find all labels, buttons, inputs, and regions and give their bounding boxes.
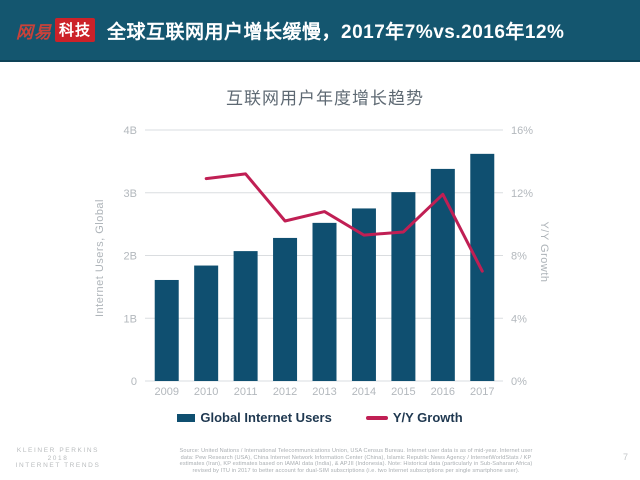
bar-2017 xyxy=(470,153,495,381)
page-number: 7 xyxy=(622,452,628,462)
growth-line xyxy=(204,172,484,273)
brand-line-1: KLEINER PERKINS xyxy=(16,447,100,454)
bar-2011 xyxy=(233,251,258,381)
netease-tech-logo: 网易 科技 xyxy=(16,18,96,43)
bar-2016 xyxy=(430,168,455,381)
bar-2012 xyxy=(273,237,298,381)
left-axis-tick: 3B xyxy=(124,188,137,200)
right-axis-tick: 0% xyxy=(511,376,527,388)
year-label: 2011 xyxy=(234,386,258,398)
slide-title: 全球互联网用户增长缓慢，2017年7%vs.2016年12% xyxy=(107,21,565,43)
header-bar: 网易 科技 全球互联网用户增长缓慢，2017年7%vs.2016年12% xyxy=(0,0,640,62)
year-label: 2017 xyxy=(470,386,494,398)
left-axis-tick: 2B xyxy=(124,251,137,263)
bar-2009 xyxy=(154,279,179,381)
legend-label-users: Global Internet Users xyxy=(200,410,332,425)
bar-2014 xyxy=(351,208,376,381)
year-label: 2012 xyxy=(273,386,297,398)
netease-logo-text: 网易 xyxy=(16,22,52,42)
right-axis-tick: 8% xyxy=(511,251,527,263)
right-axis-title: Y/Y Growth xyxy=(538,221,550,282)
left-axis-tick: 0 xyxy=(131,376,137,388)
left-axis-tick: 1B xyxy=(124,313,137,325)
year-label: 2013 xyxy=(312,386,336,398)
line-swatch-icon xyxy=(365,415,388,420)
source-line-2: data: Pew Research (USA), China Internet… xyxy=(180,454,532,461)
year-label: 2010 xyxy=(194,386,218,398)
year-label: 2016 xyxy=(431,386,455,398)
kleiner-perkins-brand: KLEINER PERKINS 2018 INTERNET TRENDS xyxy=(8,447,108,470)
source-line-4: revised by ITU in 2017 to better account… xyxy=(192,467,520,474)
bar-2010 xyxy=(194,265,219,381)
chart-legend: Global Internet Users Y/Y Growth xyxy=(0,410,640,425)
legend-item-users: Global Internet Users xyxy=(177,410,332,425)
tech-logo-badge: 科技 xyxy=(55,18,96,42)
left-axis-title: Internet Users, Global xyxy=(94,199,106,317)
bar-2013 xyxy=(312,222,337,381)
year-label: 2015 xyxy=(391,386,415,398)
right-axis-tick: 12% xyxy=(511,188,533,200)
left-axis-tick: 4B xyxy=(124,125,137,137)
source-line-1: Source: United Nations / International T… xyxy=(179,448,533,454)
source-line-3: estimates (Iran), KP estimates based on … xyxy=(179,461,533,468)
year-label: 2014 xyxy=(352,386,376,398)
source-note: Source: United Nations / International T… xyxy=(158,448,554,474)
chart-title: 互联网用户年度增长趋势 xyxy=(226,89,424,108)
growth-chart: 0 0% 1B 4% 2B 8% 3B 12% 4B 16% 2009 2010 2011 2012 201… xyxy=(94,125,550,398)
year-label: 2009 xyxy=(154,386,178,398)
right-axis-tick: 4% xyxy=(511,313,527,325)
bar-swatch-icon xyxy=(177,413,196,422)
legend-label-growth: Y/Y Growth xyxy=(392,410,463,425)
bar-2015 xyxy=(391,192,416,381)
right-axis-tick: 16% xyxy=(511,125,533,137)
brand-line-2: 2018 xyxy=(47,454,69,462)
brand-line-3: INTERNET TRENDS xyxy=(15,462,101,469)
legend-item-growth: Y/Y Growth xyxy=(365,410,463,425)
